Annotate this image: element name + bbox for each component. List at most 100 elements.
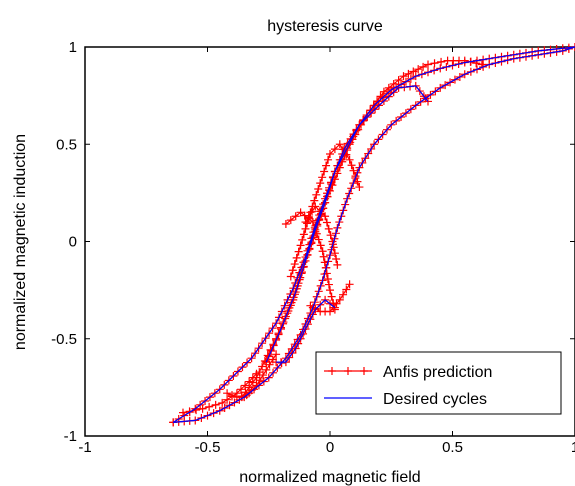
prediction-marker — [245, 377, 254, 386]
desired-line — [276, 299, 336, 363]
prediction-marker — [355, 183, 364, 192]
prediction-marker — [247, 386, 256, 395]
desired-line — [265, 85, 429, 363]
prediction-marker — [443, 56, 452, 65]
y-tick-label: -1 — [64, 428, 77, 445]
prediction-marker — [316, 179, 325, 188]
prediction-marker — [335, 140, 344, 149]
prediction-marker — [318, 173, 327, 182]
x-tick-label: 0 — [326, 439, 334, 456]
prediction-marker — [318, 247, 327, 256]
x-tick-label: 1 — [571, 439, 575, 456]
prediction-marker — [333, 260, 342, 269]
legend-marker — [328, 367, 336, 375]
x-axis-label: normalized magnetic field — [239, 469, 420, 486]
prediction-marker — [301, 224, 310, 233]
prediction-marker — [430, 59, 439, 68]
prediction-marker — [345, 155, 354, 164]
prediction-marker — [330, 249, 339, 258]
prediction-marker — [286, 216, 295, 225]
prediction-marker — [260, 356, 269, 365]
prediction-line — [285, 211, 336, 310]
axis-ticks: -1 -0.5 0 0.5 1 -1 -0.5 0 0.5 1 — [51, 39, 575, 456]
prediction-marker — [304, 214, 313, 223]
prediction-marker — [286, 272, 295, 281]
prediction-marker — [314, 184, 323, 193]
prediction-marker — [345, 280, 354, 289]
prediction-marker — [330, 145, 339, 154]
legend-marker — [360, 367, 368, 375]
prediction-marker — [262, 365, 271, 374]
prediction-marker — [319, 252, 328, 261]
desired-line — [172, 46, 575, 423]
prediction-marker — [409, 67, 418, 76]
prediction-marker — [321, 212, 330, 221]
prediction-marker — [236, 385, 245, 394]
prediction-marker — [323, 275, 332, 284]
prediction-marker — [353, 177, 362, 186]
prediction-marker — [310, 196, 319, 205]
prediction-marker — [252, 369, 261, 378]
prediction-marker — [320, 167, 329, 176]
prediction-marker — [290, 260, 299, 269]
prediction-marker — [384, 83, 393, 92]
prediction-marker — [327, 292, 336, 301]
prediction-marker — [232, 393, 241, 402]
legend-label-prediction: Anfis prediction — [383, 364, 492, 381]
prediction-marker — [198, 404, 207, 413]
prediction-marker — [322, 218, 331, 227]
prediction-marker — [324, 155, 333, 164]
prediction-marker — [342, 285, 351, 294]
prediction-marker — [349, 166, 358, 175]
legend-marker — [344, 367, 352, 375]
prediction-marker — [437, 57, 446, 66]
plot-lines — [169, 43, 575, 427]
prediction-marker — [335, 295, 344, 304]
prediction-marker — [326, 231, 335, 240]
prediction-marker — [326, 286, 334, 295]
prediction-marker — [300, 211, 309, 220]
prediction-marker — [394, 76, 403, 85]
legend-label-desired: Desired cycles — [383, 391, 487, 408]
prediction-marker — [326, 149, 334, 158]
prediction-marker — [347, 161, 356, 170]
prediction-marker — [339, 290, 348, 299]
prediction-marker — [379, 87, 388, 96]
prediction-marker — [288, 266, 297, 275]
prediction-marker — [311, 202, 320, 211]
prediction-marker — [258, 362, 267, 371]
prediction-marker — [322, 161, 331, 170]
prediction-marker — [218, 398, 227, 407]
legend: Anfis prediction Desired cycles — [315, 351, 562, 415]
prediction-marker — [272, 350, 281, 359]
prediction-marker — [205, 402, 214, 411]
prediction-marker — [292, 253, 301, 262]
prediction-marker — [248, 373, 257, 382]
x-tick-label: -0.5 — [195, 439, 221, 456]
x-tick-label: -1 — [78, 439, 91, 456]
prediction-marker — [179, 408, 187, 417]
prediction-marker — [265, 360, 274, 369]
prediction-marker — [291, 212, 300, 221]
prediction-marker — [332, 299, 341, 308]
y-axis-label: normalized magnetic induction — [12, 134, 29, 350]
prediction-marker — [329, 243, 338, 252]
prediction-marker — [211, 400, 220, 409]
legend-markers-prediction — [328, 367, 368, 375]
prediction-marker — [228, 391, 236, 400]
prediction-marker — [308, 207, 317, 216]
prediction-marker — [241, 381, 250, 390]
y-tick-label: 0 — [69, 234, 77, 251]
y-tick-label: 1 — [69, 39, 77, 56]
prediction-marker — [332, 255, 341, 264]
y-tick-label: 0.5 — [56, 136, 77, 153]
prediction-marker — [414, 65, 423, 74]
y-tick-label: -0.5 — [51, 331, 77, 348]
prediction-marker — [303, 219, 312, 228]
prediction-marker — [399, 72, 408, 81]
prediction-marker — [324, 224, 333, 233]
prediction-marker — [281, 219, 290, 228]
prediction-marker — [424, 60, 432, 69]
prediction-marker — [299, 230, 308, 239]
